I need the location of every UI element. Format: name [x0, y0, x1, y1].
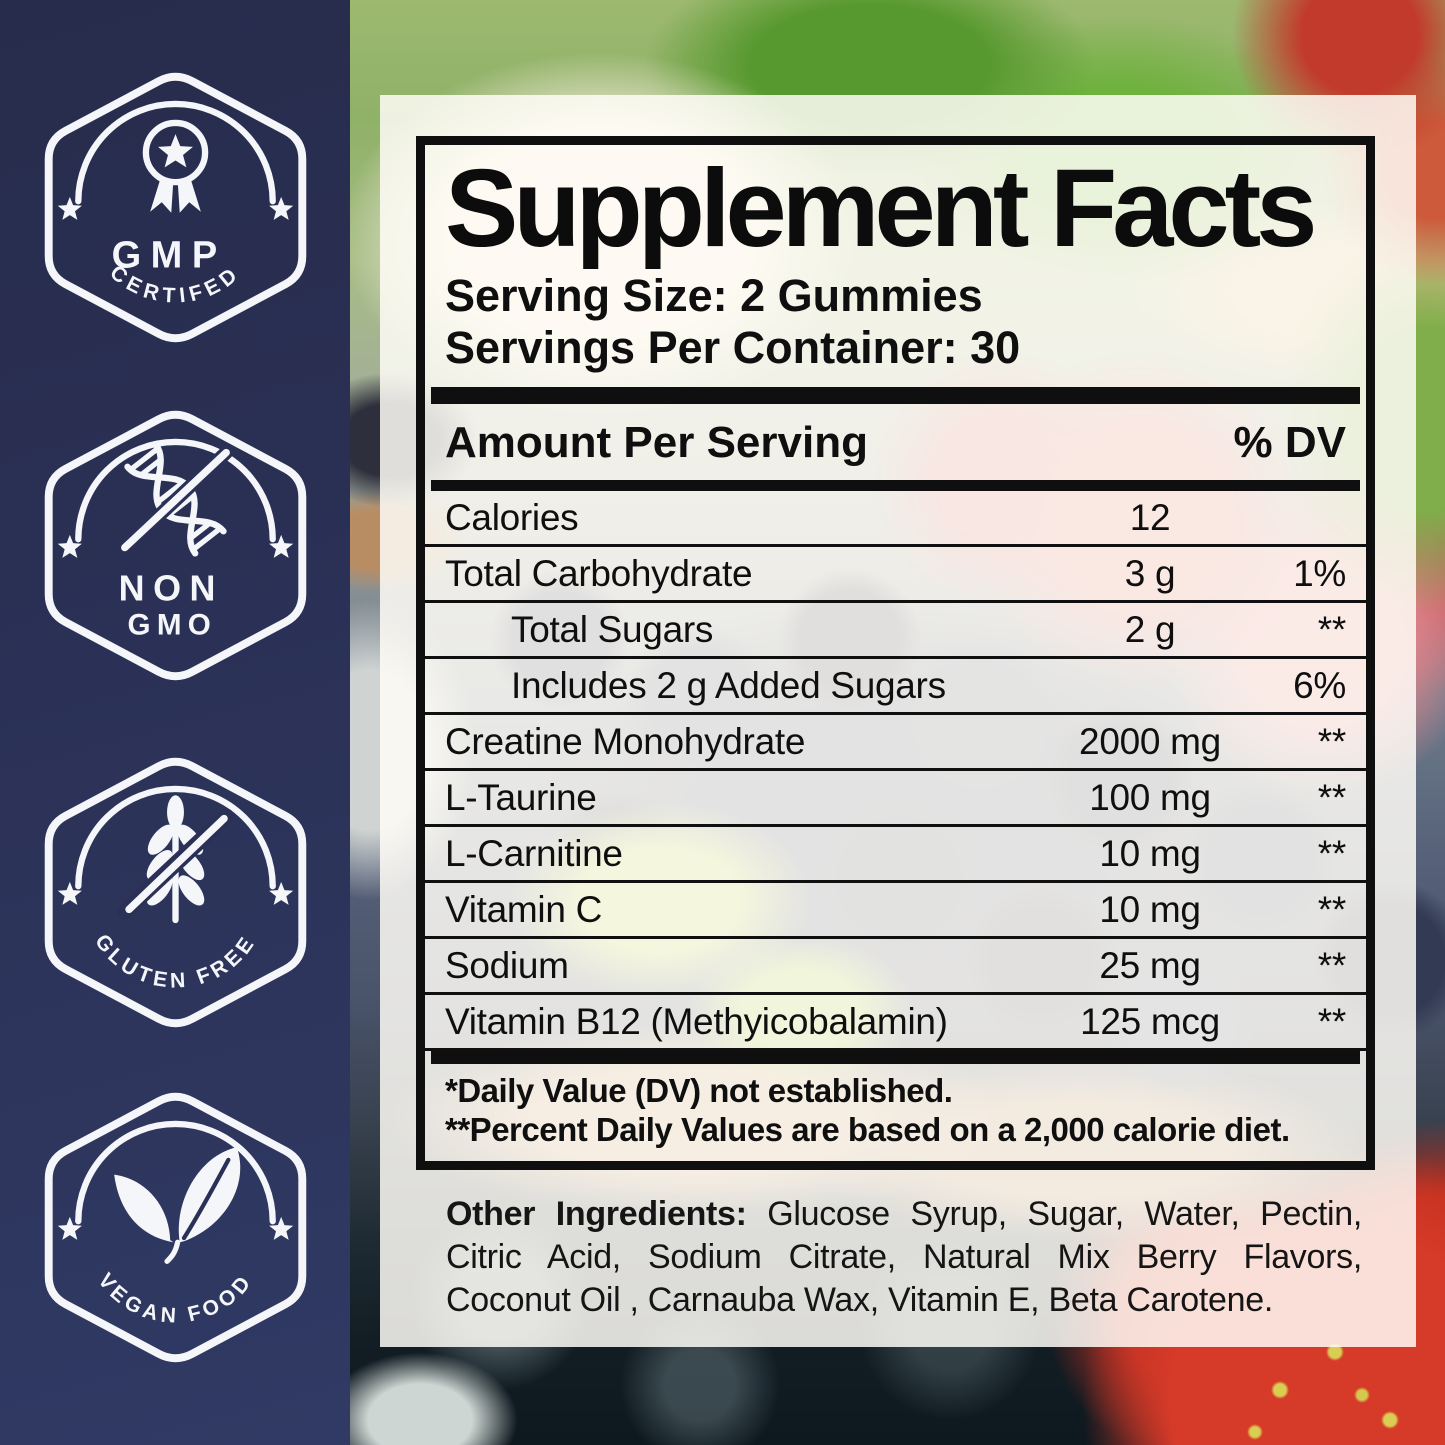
footnote-percent-daily-values: **Percent Daily Values are based on a 2,… — [445, 1111, 1290, 1149]
supplement-facts-panel: Supplement Facts Serving Size: 2 Gummies… — [380, 95, 1416, 1347]
badge-label: GMP — [112, 235, 227, 277]
column-amount-label: Amount Per Serving — [445, 418, 868, 468]
nutrient-name: Creatine Monohydrate — [445, 720, 806, 762]
star-icon — [269, 534, 294, 558]
inner-arc — [75, 785, 276, 890]
svg-text:GLUTEN FREE: GLUTEN FREE — [90, 930, 261, 993]
nutrient-row: L-Carnitine 10 mg ** — [425, 827, 1366, 884]
nutrient-row: Vitamin C 10 mg ** — [425, 883, 1366, 940]
star-icon — [269, 196, 294, 220]
servings-per-container-line: Servings Per Container: 30 — [445, 322, 1021, 374]
footnote-dv-not-established: *Daily Value (DV) not established. — [445, 1072, 953, 1110]
nutrient-amount: 10 mg — [1099, 888, 1201, 930]
other-ingredients-line3: Coconut Oil , Carnauba Wax, Vitamin E, B… — [446, 1281, 1273, 1320]
nutrient-dv: ** — [1317, 720, 1347, 762]
hexagon-outline — [44, 1092, 307, 1363]
badge-arc-label: GLUTEN FREE — [90, 930, 256, 993]
nutrient-name: Vitamin C — [445, 888, 603, 930]
nutrient-row: Calories 12 — [425, 491, 1366, 548]
nutrient-row: Includes 2 g Added Sugars 6% — [425, 659, 1366, 716]
nutrient-row: Total Carbohydrate 3 g 1% — [425, 547, 1366, 604]
star-icon — [269, 881, 294, 905]
nutrient-amount: 25 mg — [1099, 944, 1201, 986]
hexagon-outline — [44, 757, 307, 1028]
nutrient-name: Calories — [445, 496, 579, 538]
table-header-row: Amount Per Serving % DV — [445, 418, 1346, 468]
nutrient-dv: ** — [1317, 888, 1347, 930]
other-ingredients-label: Other Ingredients: — [446, 1195, 747, 1233]
other-ingredients-line2: Citric Acid, Sodium Citrate, Natural Mix… — [446, 1238, 1362, 1277]
thick-divider — [431, 480, 1360, 492]
nutrient-dv: ** — [1317, 1000, 1347, 1042]
thick-divider — [431, 1051, 1360, 1065]
star-icon — [269, 1216, 294, 1240]
vegan-food-badge: VEGAN FOOD — [44, 1092, 307, 1363]
non-gmo-badge: NON GMO — [44, 410, 307, 681]
facts-table: Supplement Facts Serving Size: 2 Gummies… — [416, 136, 1375, 1170]
nutrient-name: L-Taurine — [445, 776, 597, 818]
nutrient-row: Sodium 25 mg ** — [425, 939, 1366, 996]
nutrient-dv: ** — [1317, 776, 1347, 818]
nutrient-row: Vitamin B12 (Methyicobalamin) 125 mcg ** — [425, 995, 1366, 1052]
nutrient-name: Includes 2 g Added Sugars — [511, 664, 946, 706]
nutrient-name: Vitamin B12 (Methyicobalamin) — [445, 1000, 948, 1042]
other-ingredients-line1: Glucose Syrup, Sugar, Water, Pectin, — [746, 1195, 1362, 1233]
nutrient-dv: ** — [1317, 832, 1347, 874]
footnotes: *Daily Value (DV) not established. **Per… — [445, 1072, 1354, 1150]
leaves-icon — [114, 1147, 241, 1264]
serving-size-line: Serving Size: 2 Gummies — [445, 270, 983, 322]
badge-sidebar: GMP CERTIFED — [0, 0, 350, 1445]
thick-divider — [431, 387, 1360, 405]
nutrient-dv: 6% — [1293, 664, 1346, 706]
nutrient-row: Total Sugars 2 g ** — [425, 603, 1366, 660]
nutrient-name: Total Carbohydrate — [445, 552, 753, 594]
nutrient-dv: ** — [1317, 944, 1347, 986]
dna-crossed-icon — [117, 441, 234, 557]
wheat-crossed-icon — [116, 795, 235, 924]
other-ingredients: Other Ingredients: Glucose Syrup, Sugar,… — [446, 1193, 1362, 1323]
star-icon — [57, 881, 82, 905]
nutrient-amount: 100 mg — [1089, 776, 1211, 818]
hexagon-outline — [44, 410, 307, 681]
supplement-facts-title: Supplement Facts — [445, 147, 1317, 270]
nutrient-row: L-Taurine 100 mg ** — [425, 771, 1366, 828]
nutrient-row: Creatine Monohydrate 2000 mg ** — [425, 715, 1366, 772]
nutrient-amount: 2000 mg — [1079, 720, 1221, 762]
badge-arc-label: VEGAN FOOD — [93, 1269, 253, 1328]
star-icon — [57, 196, 82, 220]
nutrient-name: Total Sugars — [511, 608, 714, 650]
nutrient-amount: 2 g — [1124, 608, 1176, 650]
nutrient-amount: 12 — [1129, 496, 1171, 538]
gmp-certified-badge: GMP CERTIFED — [44, 72, 307, 343]
inner-arc — [75, 438, 276, 543]
column-dv-label: % DV — [1233, 418, 1346, 468]
star-icon — [57, 1216, 82, 1240]
nutrient-amount: 3 g — [1124, 552, 1176, 594]
badge-label: NON — [119, 567, 224, 608]
svg-text:VEGAN FOOD: VEGAN FOOD — [93, 1269, 257, 1328]
nutrient-dv: 1% — [1293, 552, 1346, 594]
hexagon-outline — [44, 72, 307, 343]
nutrient-amount: 10 mg — [1099, 832, 1201, 874]
nutrient-dv: ** — [1317, 608, 1347, 650]
badge-label-2: GMO — [127, 608, 217, 641]
award-ribbon-icon — [142, 119, 209, 213]
nutrient-amount: 125 mcg — [1080, 1000, 1220, 1042]
nutrient-name: Sodium — [445, 944, 569, 986]
star-icon — [57, 534, 82, 558]
inner-arc — [75, 1120, 276, 1225]
gluten-free-badge: GLUTEN FREE — [44, 757, 307, 1028]
nutrient-name: L-Carnitine — [445, 832, 623, 874]
inner-arc — [75, 100, 276, 205]
